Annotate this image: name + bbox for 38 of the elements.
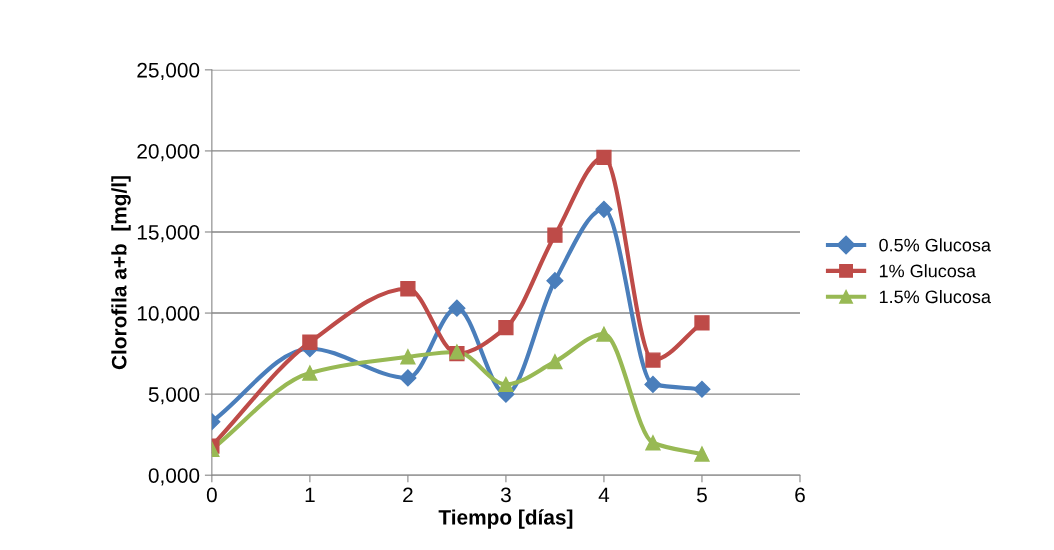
- y-tick-label: 20,000: [137, 143, 200, 162]
- x-tick-label: 2: [403, 487, 413, 503]
- point: [596, 149, 612, 166]
- x-tick-label: 1: [305, 487, 315, 503]
- point: [498, 376, 514, 393]
- legend-label: 0.5% Glucosa: [879, 238, 991, 252]
- x-axis-title: Tiempo [días]: [438, 509, 573, 529]
- point: [644, 375, 662, 393]
- y-tick-label: 5,000: [148, 387, 200, 405]
- point: [596, 326, 612, 342]
- point: [595, 200, 613, 218]
- point: [546, 272, 564, 290]
- y-tick-label: 0,000: [148, 468, 200, 486]
- x-tick-label: 5: [697, 487, 707, 503]
- point: [498, 320, 514, 336]
- point: [694, 446, 710, 462]
- point: [645, 435, 661, 451]
- x-tick-label: 6: [795, 487, 805, 503]
- x-tick-label: 3: [500, 487, 511, 503]
- y-tick-label: 15,000: [137, 224, 200, 243]
- x-tick-label: 0: [206, 487, 217, 503]
- legend-label: 1.5% Glucosa: [879, 289, 991, 304]
- point: [302, 334, 318, 350]
- point: [693, 380, 711, 398]
- point: [400, 281, 416, 297]
- legend-label: 1% Glucosa: [879, 264, 976, 278]
- point: [302, 365, 318, 381]
- point: [645, 352, 661, 368]
- y-axis-title: Clorofila a+b [mg/l]: [111, 176, 131, 370]
- point: [547, 354, 563, 370]
- point: [399, 369, 417, 387]
- point: [694, 315, 710, 331]
- x-tick-label: 4: [598, 487, 610, 503]
- point: [547, 227, 563, 243]
- point: [448, 299, 466, 317]
- y-tick-label: 25,000: [137, 62, 200, 81]
- point: [400, 349, 416, 365]
- y-tick-label: 10,000: [137, 306, 200, 324]
